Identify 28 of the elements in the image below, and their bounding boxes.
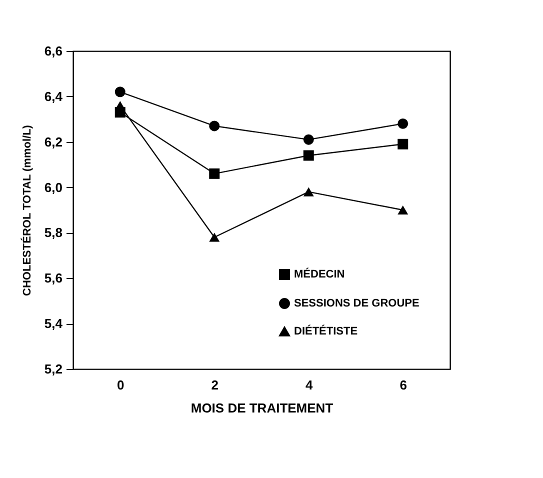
y-tick-label: 6,4 — [44, 88, 64, 104]
y-tick-label: 6,0 — [44, 180, 62, 195]
point — [398, 118, 408, 129]
legend-label: DIÉTÉTISTE — [294, 324, 358, 338]
y-tick-label: 5,2 — [44, 362, 62, 376]
x-tick-label: 4 — [306, 378, 314, 392]
point — [209, 232, 220, 242]
y-tick-label: 5,8 — [44, 225, 62, 240]
point — [303, 134, 314, 145]
point — [303, 150, 314, 161]
y-tick-label: 6,2 — [44, 134, 62, 150]
x-tick-label: 2 — [211, 378, 218, 392]
point — [209, 168, 220, 179]
point — [209, 120, 220, 132]
point — [114, 86, 126, 98]
legend-label: SESSIONS DE GROUPE — [294, 298, 420, 310]
y-tick-label: 5,6 — [44, 270, 62, 286]
point — [398, 138, 408, 150]
x-axis-title: MOIS DE TRAITEMENT — [190, 400, 334, 416]
x-tick-label: 0 — [117, 378, 124, 392]
point — [303, 187, 314, 196]
y-tick-label: 6,6 — [44, 44, 62, 58]
y-axis-title: CHOLESTÉROL TOTAL (mmol/L) — [20, 124, 34, 296]
y-tick-label: 5,4 — [44, 316, 64, 332]
point — [114, 100, 126, 110]
point — [398, 205, 408, 215]
legend-label: MÉDECIN — [294, 268, 345, 280]
x-tick-label: 6 — [400, 378, 407, 392]
